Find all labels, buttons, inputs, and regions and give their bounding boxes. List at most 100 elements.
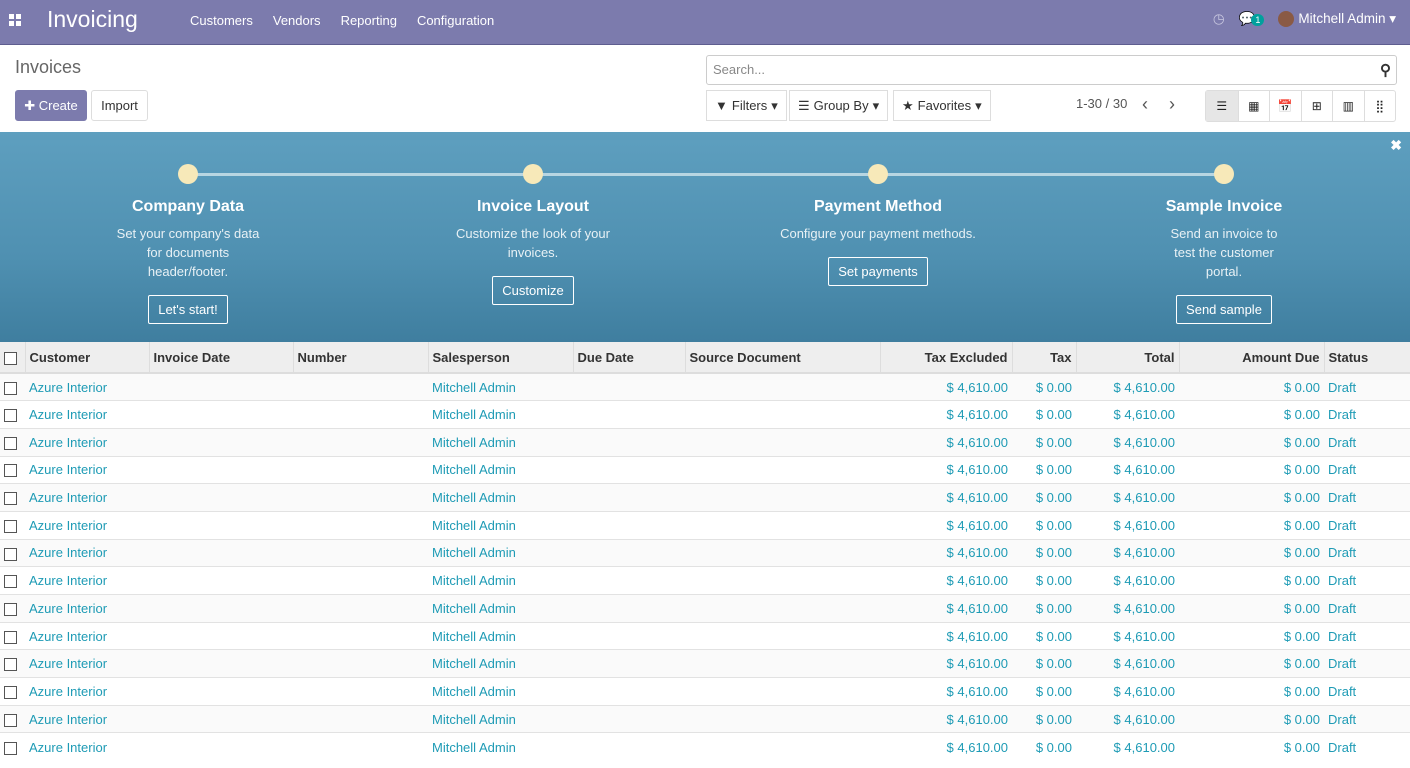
table-row[interactable]: Azure Interior Mitchell Admin $ 4,610.00 $ …	[0, 400, 1410, 429]
table-row[interactable]: Azure Interior Mitchell Admin $ 4,610.00 $ …	[0, 649, 1410, 678]
cell-status: Draft	[1324, 649, 1410, 678]
row-checkbox[interactable]	[4, 602, 17, 616]
row-select	[0, 704, 25, 733]
customize-button[interactable]: Customize	[492, 276, 574, 305]
apps-menu-icon[interactable]	[9, 14, 22, 26]
col-invoice-date[interactable]: Invoice Date	[148, 342, 293, 374]
pager-next-icon[interactable]: ›	[1169, 94, 1175, 114]
cell-tax-excluded: $ 4,610.00	[880, 649, 1012, 678]
row-checkbox[interactable]	[4, 685, 17, 699]
row-checkbox[interactable]	[4, 436, 17, 450]
col-due-date[interactable]: Due Date	[572, 342, 685, 374]
col-status[interactable]: Status	[1323, 342, 1410, 374]
row-checkbox[interactable]	[4, 464, 17, 478]
group-by-button[interactable]: ☰ Group By ▾	[789, 90, 889, 121]
cell-status: Draft	[1324, 427, 1410, 457]
step-invoice-layout: Invoice Layout Customize the look of your…	[403, 164, 663, 305]
calendar-view-icon[interactable]: 📅	[1269, 91, 1301, 121]
cell-due-date	[573, 372, 685, 401]
app-brand[interactable]: Invoicing	[47, 6, 138, 32]
select-all-checkbox[interactable]	[4, 351, 17, 365]
table-row[interactable]: Azure Interior Mitchell Admin $ 4,610.00 $ …	[0, 732, 1410, 761]
search-input[interactable]: Search... ⚲	[706, 55, 1397, 85]
row-checkbox[interactable]	[4, 409, 17, 423]
cell-source	[685, 704, 880, 733]
cell-invoice-date	[149, 677, 293, 706]
menu-configuration[interactable]: Configuration	[416, 13, 495, 28]
cell-amount-due: $ 0.00	[1179, 621, 1324, 650]
cell-amount-due: $ 0.00	[1179, 732, 1324, 761]
pivot-view-icon[interactable]: ⊞	[1300, 91, 1333, 121]
row-checkbox[interactable]	[4, 741, 17, 755]
import-button[interactable]: Import	[91, 90, 148, 121]
favorites-button[interactable]: ★ Favorites ▾	[893, 90, 991, 121]
lets-start-button[interactable]: Let's start!	[148, 295, 228, 324]
create-button[interactable]: ✚ Create	[15, 90, 87, 121]
cell-tax-excluded: $ 4,610.00	[880, 704, 1012, 733]
cell-tax-excluded: $ 4,610.00	[880, 594, 1012, 623]
table-row[interactable]: Azure Interior Mitchell Admin $ 4,610.00 $ …	[0, 427, 1410, 457]
row-checkbox[interactable]	[4, 630, 17, 644]
step-title: Company Data	[131, 198, 245, 215]
menu-customers[interactable]: Customers	[190, 13, 253, 28]
user-menu[interactable]: Mitchell Admin ▾	[1278, 11, 1396, 28]
row-select	[0, 538, 25, 567]
cell-salesperson: Mitchell Admin	[428, 427, 573, 457]
col-number[interactable]: Number	[292, 342, 428, 374]
table-row[interactable]: Azure Interior Mitchell Admin $ 4,610.00 $ …	[0, 704, 1410, 733]
cell-tax-excluded: $ 4,610.00	[880, 732, 1012, 761]
table-row[interactable]: Azure Interior Mitchell Admin $ 4,610.00 $ …	[0, 594, 1410, 623]
col-total[interactable]: Total	[1075, 342, 1179, 374]
row-checkbox[interactable]	[4, 658, 17, 672]
table-row[interactable]: Azure Interior Mitchell Admin $ 4,610.00 $ …	[0, 621, 1410, 650]
table-row[interactable]: Azure Interior Mitchell Admin $ 4,610.00 $ …	[0, 677, 1410, 706]
row-checkbox[interactable]	[4, 381, 17, 395]
activity-view-icon[interactable]: ⣿	[1363, 91, 1396, 121]
menu-reporting[interactable]: Reporting	[340, 13, 397, 28]
search-icon[interactable]: ⚲	[1380, 62, 1391, 79]
col-tax[interactable]: Tax	[1011, 342, 1076, 374]
pager-value[interactable]: 1-30 / 30	[1076, 96, 1128, 111]
activity-clock-icon[interactable]: ◷	[1212, 11, 1225, 27]
table-row[interactable]: Azure Interior Mitchell Admin $ 4,610.00 $ …	[0, 538, 1410, 567]
step-title: Invoice Layout	[476, 198, 590, 215]
star-icon: ★	[902, 97, 914, 113]
table-row[interactable]: Azure Interior Mitchell Admin $ 4,610.00 $ …	[0, 510, 1410, 540]
control-panel: Invoices ✚ Create Import Search... ⚲ ▼ Fil…	[0, 45, 1410, 132]
bars-icon: ☰	[798, 97, 810, 113]
table-row[interactable]: Azure Interior Mitchell Admin $ 4,610.00 $ …	[0, 483, 1410, 512]
table-row[interactable]: Azure Interior Mitchell Admin $ 4,610.00 $ …	[0, 372, 1410, 401]
col-tax-excluded[interactable]: Tax Excluded	[879, 342, 1012, 374]
top-navbar: Invoicing Customers Vendors Reporting Co…	[0, 0, 1410, 45]
send-sample-button[interactable]: Send sample	[1176, 295, 1272, 324]
cell-status: Draft	[1324, 594, 1410, 623]
cell-customer: Azure Interior	[25, 400, 149, 429]
table-row[interactable]: Azure Interior Mitchell Admin $ 4,610.00 $ …	[0, 566, 1410, 595]
row-checkbox[interactable]	[4, 547, 17, 561]
cell-source	[685, 594, 880, 623]
cell-total: $ 4,610.00	[1076, 400, 1179, 429]
row-checkbox[interactable]	[4, 519, 17, 533]
messaging-icon[interactable]: 💬1	[1239, 11, 1265, 27]
filters-button[interactable]: ▼ Filters ▾	[706, 90, 787, 121]
kanban-view-icon[interactable]: ▦	[1237, 91, 1270, 121]
cell-number	[293, 621, 428, 650]
pager-previous-icon[interactable]: ‹	[1142, 94, 1148, 114]
close-icon[interactable]: ✖	[1390, 137, 1402, 153]
row-checkbox[interactable]	[4, 713, 17, 727]
col-source-document[interactable]: Source Document	[684, 342, 880, 374]
row-checkbox[interactable]	[4, 492, 17, 506]
col-amount-due[interactable]: Amount Due	[1178, 342, 1324, 374]
menu-vendors[interactable]: Vendors	[272, 13, 321, 28]
set-payments-button[interactable]: Set payments	[828, 257, 928, 286]
cell-tax: $ 0.00	[1012, 510, 1076, 540]
col-salesperson[interactable]: Salesperson	[427, 342, 573, 374]
list-view-icon[interactable]: ☰	[1206, 91, 1238, 121]
cell-tax: $ 0.00	[1012, 372, 1076, 401]
graph-view-icon[interactable]: ▥	[1332, 91, 1364, 121]
col-customer[interactable]: Customer	[24, 342, 149, 374]
favorites-label: Favorites	[917, 98, 972, 113]
row-checkbox[interactable]	[4, 575, 17, 589]
table-row[interactable]: Azure Interior Mitchell Admin $ 4,610.00 $ …	[0, 455, 1410, 484]
step-desc: Send an invoice to test the customer por…	[1170, 226, 1278, 279]
